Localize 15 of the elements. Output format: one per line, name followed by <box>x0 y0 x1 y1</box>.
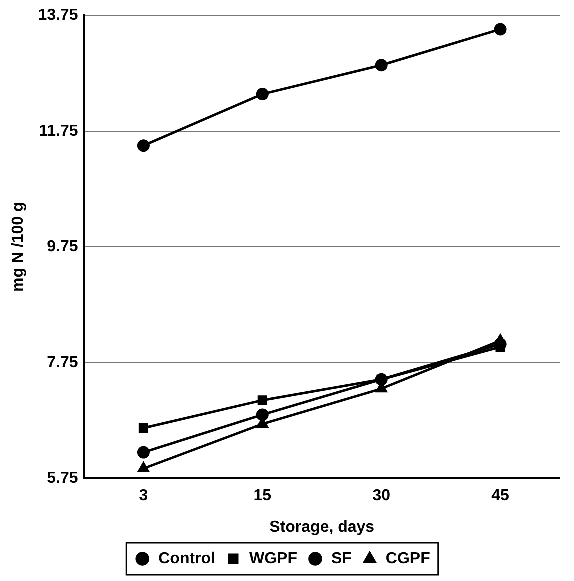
x-axis-title: Storage, days <box>270 518 375 536</box>
y-axis-title: mg N /100 g <box>10 202 28 292</box>
x-tick-label: 30 <box>372 488 391 505</box>
y-tick-label: 11.75 <box>39 122 78 140</box>
y-tick-label: 13.75 <box>38 7 78 24</box>
y-tick-label: 7.75 <box>47 354 78 372</box>
x-tick-label: 15 <box>254 488 272 505</box>
x-tick-label: 45 <box>492 488 510 505</box>
y-tick-label: 5.75 <box>47 470 78 488</box>
legend-label: Control <box>158 550 216 568</box>
legend-label: WGPF <box>249 550 298 568</box>
x-tick-label: 3 <box>139 488 148 505</box>
legend-label: CGPF <box>386 550 431 568</box>
y-tick-label: 9.75 <box>47 238 78 256</box>
legend-label: SF <box>331 550 352 568</box>
